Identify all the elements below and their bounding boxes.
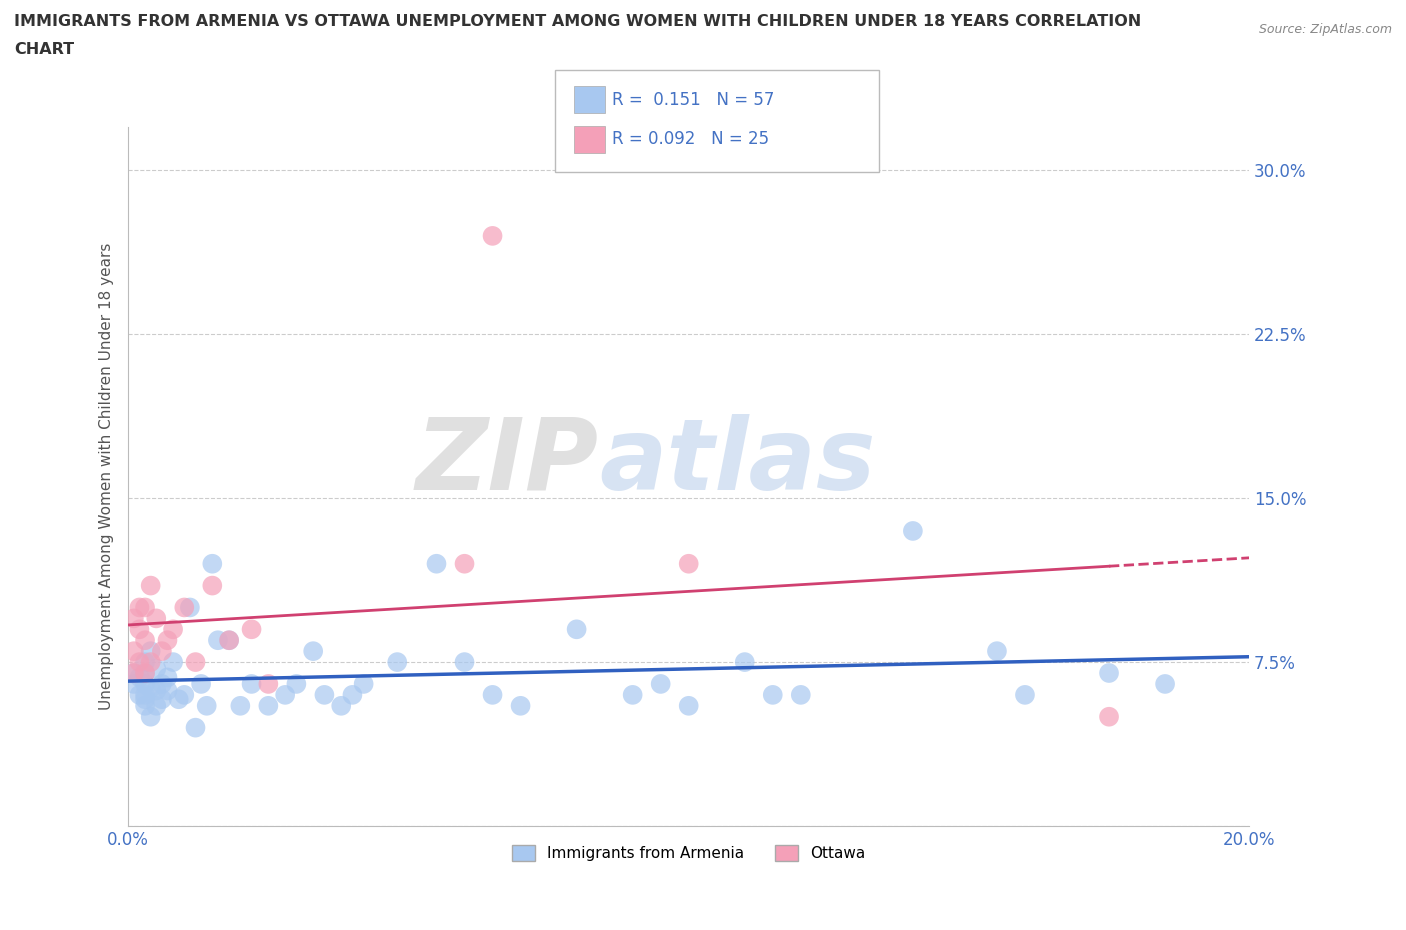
Immigrants from Armenia	[201, 556, 224, 571]
Text: IMMIGRANTS FROM ARMENIA VS OTTAWA UNEMPLOYMENT AMONG WOMEN WITH CHILDREN UNDER 1: IMMIGRANTS FROM ARMENIA VS OTTAWA UNEMPL…	[14, 14, 1142, 29]
Ottawa	[257, 676, 280, 691]
Immigrants from Armenia	[342, 687, 364, 702]
Ottawa	[128, 622, 150, 637]
Ottawa	[481, 229, 503, 244]
Immigrants from Armenia	[207, 632, 229, 647]
Ottawa	[134, 600, 156, 615]
Ottawa	[453, 556, 475, 571]
Immigrants from Armenia	[156, 670, 179, 684]
Immigrants from Armenia	[139, 644, 162, 658]
Immigrants from Armenia	[150, 676, 173, 691]
Immigrants from Armenia	[190, 676, 212, 691]
Immigrants from Armenia	[353, 676, 375, 691]
Ottawa	[240, 622, 263, 637]
Immigrants from Armenia	[218, 632, 240, 647]
Immigrants from Armenia	[734, 655, 756, 670]
Immigrants from Armenia	[134, 666, 156, 681]
Immigrants from Armenia	[134, 687, 156, 702]
Immigrants from Armenia	[330, 698, 353, 713]
Immigrants from Armenia	[678, 698, 700, 713]
Ottawa	[122, 611, 145, 626]
Immigrants from Armenia	[134, 655, 156, 670]
Immigrants from Armenia	[122, 676, 145, 691]
Immigrants from Armenia	[145, 683, 167, 698]
Ottawa	[139, 655, 162, 670]
Immigrants from Armenia	[762, 687, 785, 702]
Immigrants from Armenia	[790, 687, 813, 702]
Immigrants from Armenia	[481, 687, 503, 702]
Immigrants from Armenia	[274, 687, 297, 702]
Immigrants from Armenia	[139, 710, 162, 724]
Ottawa	[122, 666, 145, 681]
Ottawa	[1098, 710, 1121, 724]
Immigrants from Armenia	[257, 698, 280, 713]
Immigrants from Armenia	[1014, 687, 1036, 702]
Ottawa	[122, 644, 145, 658]
Immigrants from Armenia	[621, 687, 644, 702]
Immigrants from Armenia	[173, 687, 195, 702]
Immigrants from Armenia	[145, 661, 167, 676]
Ottawa	[145, 611, 167, 626]
Immigrants from Armenia	[134, 676, 156, 691]
Immigrants from Armenia	[565, 622, 588, 637]
Immigrants from Armenia	[162, 655, 184, 670]
Legend: Immigrants from Armenia, Ottawa: Immigrants from Armenia, Ottawa	[506, 839, 872, 868]
Text: CHART: CHART	[14, 42, 75, 57]
Ottawa	[139, 578, 162, 593]
Ottawa	[150, 644, 173, 658]
Immigrants from Armenia	[184, 720, 207, 735]
Immigrants from Armenia	[986, 644, 1008, 658]
Immigrants from Armenia	[167, 692, 190, 707]
Immigrants from Armenia	[387, 655, 409, 670]
Ottawa	[678, 556, 700, 571]
Ottawa	[162, 622, 184, 637]
Immigrants from Armenia	[1098, 666, 1121, 681]
Ottawa	[173, 600, 195, 615]
Ottawa	[134, 632, 156, 647]
Immigrants from Armenia	[122, 666, 145, 681]
Text: R = 0.092   N = 25: R = 0.092 N = 25	[612, 130, 769, 149]
Immigrants from Armenia	[285, 676, 308, 691]
Ottawa	[156, 632, 179, 647]
Text: ZIP: ZIP	[416, 414, 599, 511]
Immigrants from Armenia	[240, 676, 263, 691]
Immigrants from Armenia	[145, 698, 167, 713]
Immigrants from Armenia	[179, 600, 201, 615]
Immigrants from Armenia	[453, 655, 475, 670]
Text: R =  0.151   N = 57: R = 0.151 N = 57	[612, 90, 773, 109]
Text: Source: ZipAtlas.com: Source: ZipAtlas.com	[1258, 23, 1392, 36]
Immigrants from Armenia	[901, 524, 924, 538]
Immigrants from Armenia	[128, 670, 150, 684]
Ottawa	[218, 632, 240, 647]
Immigrants from Armenia	[425, 556, 447, 571]
Immigrants from Armenia	[195, 698, 218, 713]
Immigrants from Armenia	[302, 644, 325, 658]
Immigrants from Armenia	[134, 692, 156, 707]
Immigrants from Armenia	[1154, 676, 1177, 691]
Immigrants from Armenia	[509, 698, 531, 713]
Ottawa	[201, 578, 224, 593]
Immigrants from Armenia	[229, 698, 252, 713]
Immigrants from Armenia	[150, 692, 173, 707]
Ottawa	[128, 600, 150, 615]
Ottawa	[134, 666, 156, 681]
Text: atlas: atlas	[599, 414, 876, 511]
Immigrants from Armenia	[650, 676, 672, 691]
Immigrants from Armenia	[139, 681, 162, 696]
Y-axis label: Unemployment Among Women with Children Under 18 years: Unemployment Among Women with Children U…	[100, 243, 114, 710]
Immigrants from Armenia	[314, 687, 336, 702]
Immigrants from Armenia	[134, 698, 156, 713]
Immigrants from Armenia	[156, 683, 179, 698]
Immigrants from Armenia	[128, 687, 150, 702]
Ottawa	[128, 655, 150, 670]
Ottawa	[184, 655, 207, 670]
